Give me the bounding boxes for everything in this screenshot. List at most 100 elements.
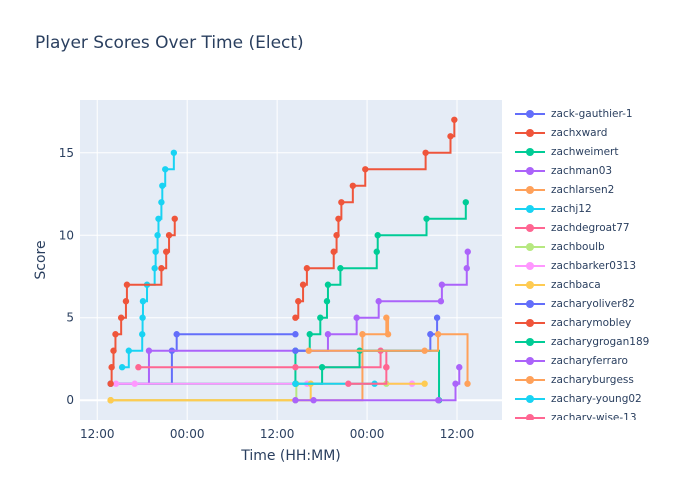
legend-item[interactable]: zacharyferraro <box>515 351 700 370</box>
legend-swatch-icon <box>515 299 545 309</box>
data-point-zacharymobley <box>110 347 117 354</box>
y-tick-label: 5 <box>66 311 74 325</box>
data-point-zachweimert <box>337 265 344 272</box>
legend-item[interactable]: zachary-young02 <box>515 389 700 408</box>
legend: zack-gauthier-1 zachxward zachweimert zachm… <box>515 104 700 420</box>
data-point-zachj12 <box>154 232 161 239</box>
x-tick-label: 12:00 <box>440 427 475 441</box>
data-point-zachj12 <box>139 314 146 321</box>
data-point-zachweimert <box>306 331 313 338</box>
data-point-zachxward <box>335 215 342 222</box>
data-point-zacharymobley <box>122 298 130 305</box>
data-point-zachman03 <box>464 248 471 255</box>
legend-item[interactable]: zacharygrogan189 <box>515 332 700 351</box>
legend-label: zack-gauthier-1 <box>551 107 633 120</box>
legend-swatch-icon <box>515 318 545 328</box>
data-point-zacharymobley <box>165 232 173 239</box>
legend-label: zachj12 <box>551 202 592 215</box>
y-tick-label: 10 <box>59 228 74 242</box>
legend-item[interactable]: zacharymobley <box>515 313 700 332</box>
x-tick-label: 12:00 <box>80 427 115 441</box>
legend-label: zachweimert <box>551 145 619 158</box>
data-point-zacharyoliver82 <box>427 331 434 338</box>
data-point-zachman03 <box>437 298 445 305</box>
legend-item[interactable]: zachbarker0313 <box>515 256 700 275</box>
legend-swatch-icon <box>515 394 545 404</box>
legend-label: zachman03 <box>551 164 613 177</box>
y-axis-title: Score <box>33 240 49 279</box>
data-point-zachary-young02 <box>292 380 299 387</box>
data-point-zachxward <box>303 265 311 272</box>
legend-item[interactable]: zachary-wise-13 <box>515 408 700 420</box>
legend-swatch-icon <box>515 337 545 347</box>
legend-item[interactable]: zacharyburgess <box>515 370 700 389</box>
legend-label: zachlarsen2 <box>551 183 615 196</box>
legend-label: zachboulb <box>551 240 605 253</box>
legend-item[interactable]: zachbaca <box>515 275 700 294</box>
data-point-zack-gauthier-1 <box>173 331 180 338</box>
data-point-zachman03 <box>353 314 360 321</box>
data-point-zacharyferraro <box>435 397 442 404</box>
legend-swatch-icon <box>515 204 545 214</box>
data-point-zachlarsen2 <box>384 331 392 338</box>
data-point-zacharymobley <box>162 248 170 255</box>
data-point-zacharyferraro <box>456 364 463 371</box>
data-point-zachweimert <box>317 314 324 321</box>
data-point-zachj12 <box>159 182 166 189</box>
legend-swatch-icon <box>515 356 545 366</box>
data-point-zachxward <box>295 298 302 305</box>
legend-item[interactable]: zachxward <box>515 123 700 142</box>
data-point-zachxward <box>447 133 454 140</box>
data-point-zachman03 <box>145 347 153 354</box>
legend-swatch-icon <box>515 128 545 138</box>
y-tick-label: 15 <box>59 146 74 160</box>
legend-item[interactable]: zachdegroat77 <box>515 218 700 237</box>
data-point-zacharyburgess <box>305 347 312 354</box>
legend-swatch-icon <box>515 109 545 119</box>
legend-item[interactable]: zacharyoliver82 <box>515 294 700 313</box>
legend-item[interactable]: zachweimert <box>515 142 700 161</box>
legend-item[interactable]: zachboulb <box>515 237 700 256</box>
data-point-zachj12 <box>155 215 162 222</box>
data-point-zachman03 <box>375 298 382 305</box>
data-point-zachman03 <box>463 265 470 272</box>
legend-label: zachdegroat77 <box>551 221 630 234</box>
legend-item[interactable]: zachj12 <box>515 199 700 218</box>
data-point-zacharyburgess <box>421 347 428 354</box>
data-point-zacharygrogan189 <box>318 364 326 371</box>
data-point-zachary-wise-13 <box>383 364 390 371</box>
data-point-zacharymobley <box>107 380 114 387</box>
data-point-zacharymobley <box>108 364 115 371</box>
data-point-zacharymobley <box>158 265 165 272</box>
series-line-zachary-wise-13 <box>348 367 388 385</box>
legend-swatch-icon <box>515 223 545 233</box>
data-point-zachj12 <box>152 248 159 255</box>
data-point-zachxward <box>349 182 357 189</box>
legend-swatch-icon <box>515 280 545 290</box>
x-tick-label: 12:00 <box>260 427 295 441</box>
data-point-zacharyoliver82 <box>292 347 299 354</box>
chart-title: Player Scores Over Time (Elect) <box>35 33 304 53</box>
legend-swatch-icon <box>515 413 545 420</box>
data-point-zacharyburgess <box>434 331 442 338</box>
data-point-zachman03 <box>324 331 332 338</box>
data-point-zacharyburgess <box>464 380 471 387</box>
legend-label: zachbarker0313 <box>551 259 636 272</box>
data-point-zachweimert <box>462 199 469 206</box>
data-point-zachweimert <box>324 281 332 288</box>
legend-item[interactable]: zack-gauthier-1 <box>515 104 700 123</box>
data-point-zachj12 <box>139 298 147 305</box>
data-point-zachxward <box>422 149 429 156</box>
data-point-zachbarker0313 <box>131 380 138 387</box>
data-point-zachbaca <box>107 397 114 404</box>
legend-label: zachary-wise-13 <box>551 411 637 421</box>
data-point-zachdegroat77 <box>135 364 142 371</box>
legend-item[interactable]: zachlarsen2 <box>515 180 700 199</box>
data-point-zachj12 <box>139 331 146 338</box>
series-line-zachdegroat77 <box>138 349 388 369</box>
legend-item[interactable]: zachman03 <box>515 161 700 180</box>
data-point-zachlarsen2 <box>383 314 390 321</box>
data-point-zachj12 <box>151 265 158 272</box>
